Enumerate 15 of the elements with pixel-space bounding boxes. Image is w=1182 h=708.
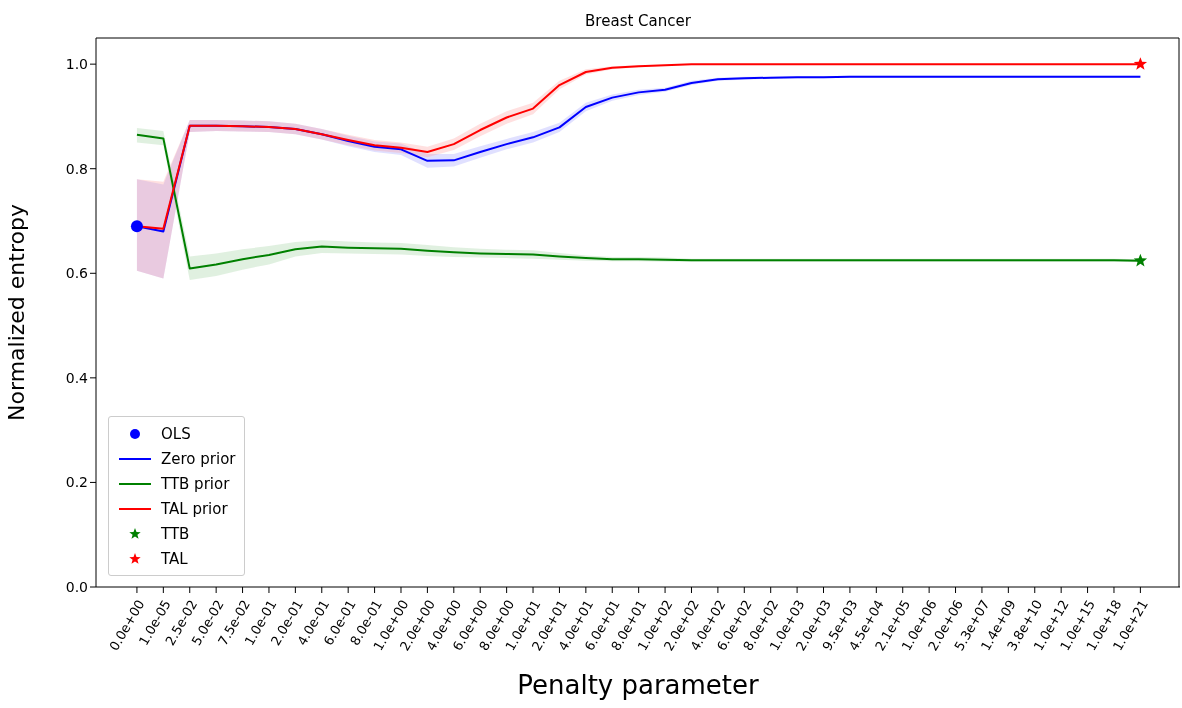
x-axis-title: Penalty parameter (517, 670, 760, 700)
y-tick-label: 0.6 (65, 265, 89, 282)
y-tick-label: 1.0 (65, 56, 88, 73)
legend-label: TAL prior (161, 499, 228, 518)
legend-label: Zero prior (161, 449, 236, 468)
y-axis-title: Normalized entropy (3, 204, 29, 421)
legend-label: TAL (161, 549, 188, 568)
y-tick-label: 0.8 (65, 160, 88, 177)
legend-label: OLS (161, 424, 191, 443)
y-tick-label: 0.0 (65, 578, 88, 595)
chart-title: Breast Cancer (584, 12, 692, 30)
legend-label: TTB (161, 524, 190, 543)
y-tick-label: 0.2 (65, 474, 88, 491)
legend-label: TTB prior (161, 474, 230, 493)
y-tick-label: 0.4 (65, 369, 89, 386)
